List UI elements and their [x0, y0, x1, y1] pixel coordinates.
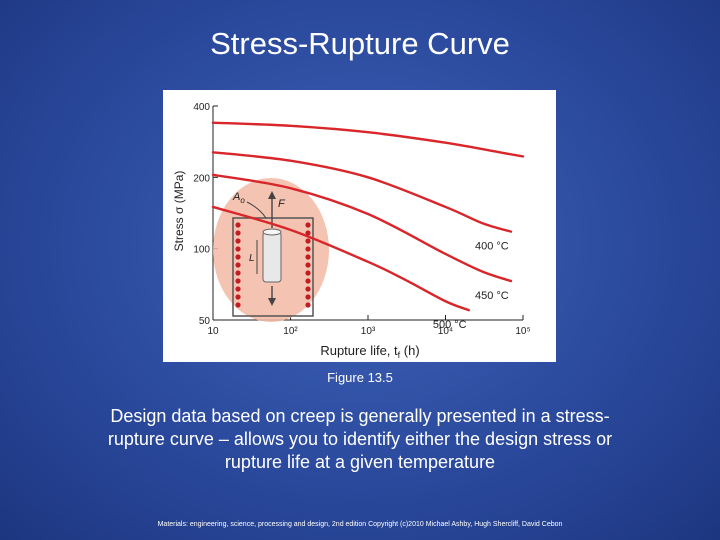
- furnace-wall: [232, 217, 314, 317]
- heating-coil: [235, 270, 241, 276]
- heating-coil: [305, 246, 311, 252]
- series-line-4: [211, 205, 471, 312]
- stress-rupture-chart: 10 10² 10³ 10⁴ 10⁵ 50 100 200 400 Rupture life, t…: [172, 102, 531, 360]
- heating-coil: [235, 302, 241, 308]
- y-axis-title: Stress σ (MPa): [172, 171, 186, 252]
- specimen: [262, 231, 282, 283]
- y-tick-label: 50: [199, 316, 211, 327]
- heating-coil: [235, 262, 241, 268]
- area-pointer: [246, 201, 267, 219]
- figure-caption: Figure 13.5: [327, 370, 393, 385]
- series-label-4: 500 °C: [433, 319, 467, 331]
- stress-rupture-figure: 10 10² 10³ 10⁴ 10⁵ 50 100 200 400 Rupture life, t…: [163, 90, 556, 362]
- creep-furnace-inset: Ao FL: [213, 178, 329, 322]
- heating-coil: [305, 222, 311, 228]
- heating-coil: [235, 286, 241, 292]
- heating-coil: [235, 230, 241, 236]
- series-label-2: 400 °C: [475, 241, 509, 253]
- body-text: Design data based on creep is generally …: [107, 406, 613, 472]
- chart-series: [211, 121, 525, 312]
- chart-labels: 400 °C 450 °C 500 °C: [433, 241, 509, 332]
- force-arrow-up: [268, 191, 276, 199]
- x-tick-label: 10⁵: [515, 326, 530, 337]
- inset-label-force: F: [278, 198, 286, 210]
- force-arrow-down: [268, 298, 276, 306]
- x-tick-label: 10⁴: [438, 326, 453, 337]
- copyright-notice: Materials: engineering, science, process…: [157, 521, 563, 528]
- x-axis-title: Rupture life, tf (h): [320, 343, 419, 360]
- y-tick-label: 400: [193, 102, 210, 113]
- series-line-3: [211, 173, 513, 283]
- heating-coil: [235, 246, 241, 252]
- x-tick-label: 10²: [283, 326, 298, 337]
- x-tick-label: 10³: [361, 326, 376, 337]
- heating-coil: [305, 278, 311, 284]
- heating-coil: [305, 302, 311, 308]
- heating-coil: [305, 254, 311, 260]
- series-line-2: [211, 151, 513, 233]
- heating-coil: [305, 262, 311, 268]
- heating-coil: [305, 230, 311, 236]
- y-tick-label: 200: [193, 173, 210, 184]
- heating-coil: [305, 286, 311, 292]
- heating-coil: [305, 238, 311, 244]
- heating-coil: [305, 270, 311, 276]
- series-line-1: [211, 121, 525, 158]
- series-label-3: 450 °C: [475, 290, 509, 302]
- heating-coil: [235, 294, 241, 300]
- heating-coil: [305, 294, 311, 300]
- y-tick-label: 100: [193, 245, 210, 256]
- heating-coil: [235, 278, 241, 284]
- chart-axes: 10 10² 10³ 10⁴ 10⁵ 50 100 200 400 Rupture life, t…: [172, 102, 531, 360]
- slide-title: Stress-Rupture Curve: [210, 26, 510, 61]
- heating-coil: [235, 238, 241, 244]
- inset-label-length: L: [249, 253, 255, 264]
- specimen-top: [262, 228, 282, 236]
- heating-coil: [235, 254, 241, 260]
- heating-coil: [235, 222, 241, 228]
- x-tick-label: 10: [207, 326, 219, 337]
